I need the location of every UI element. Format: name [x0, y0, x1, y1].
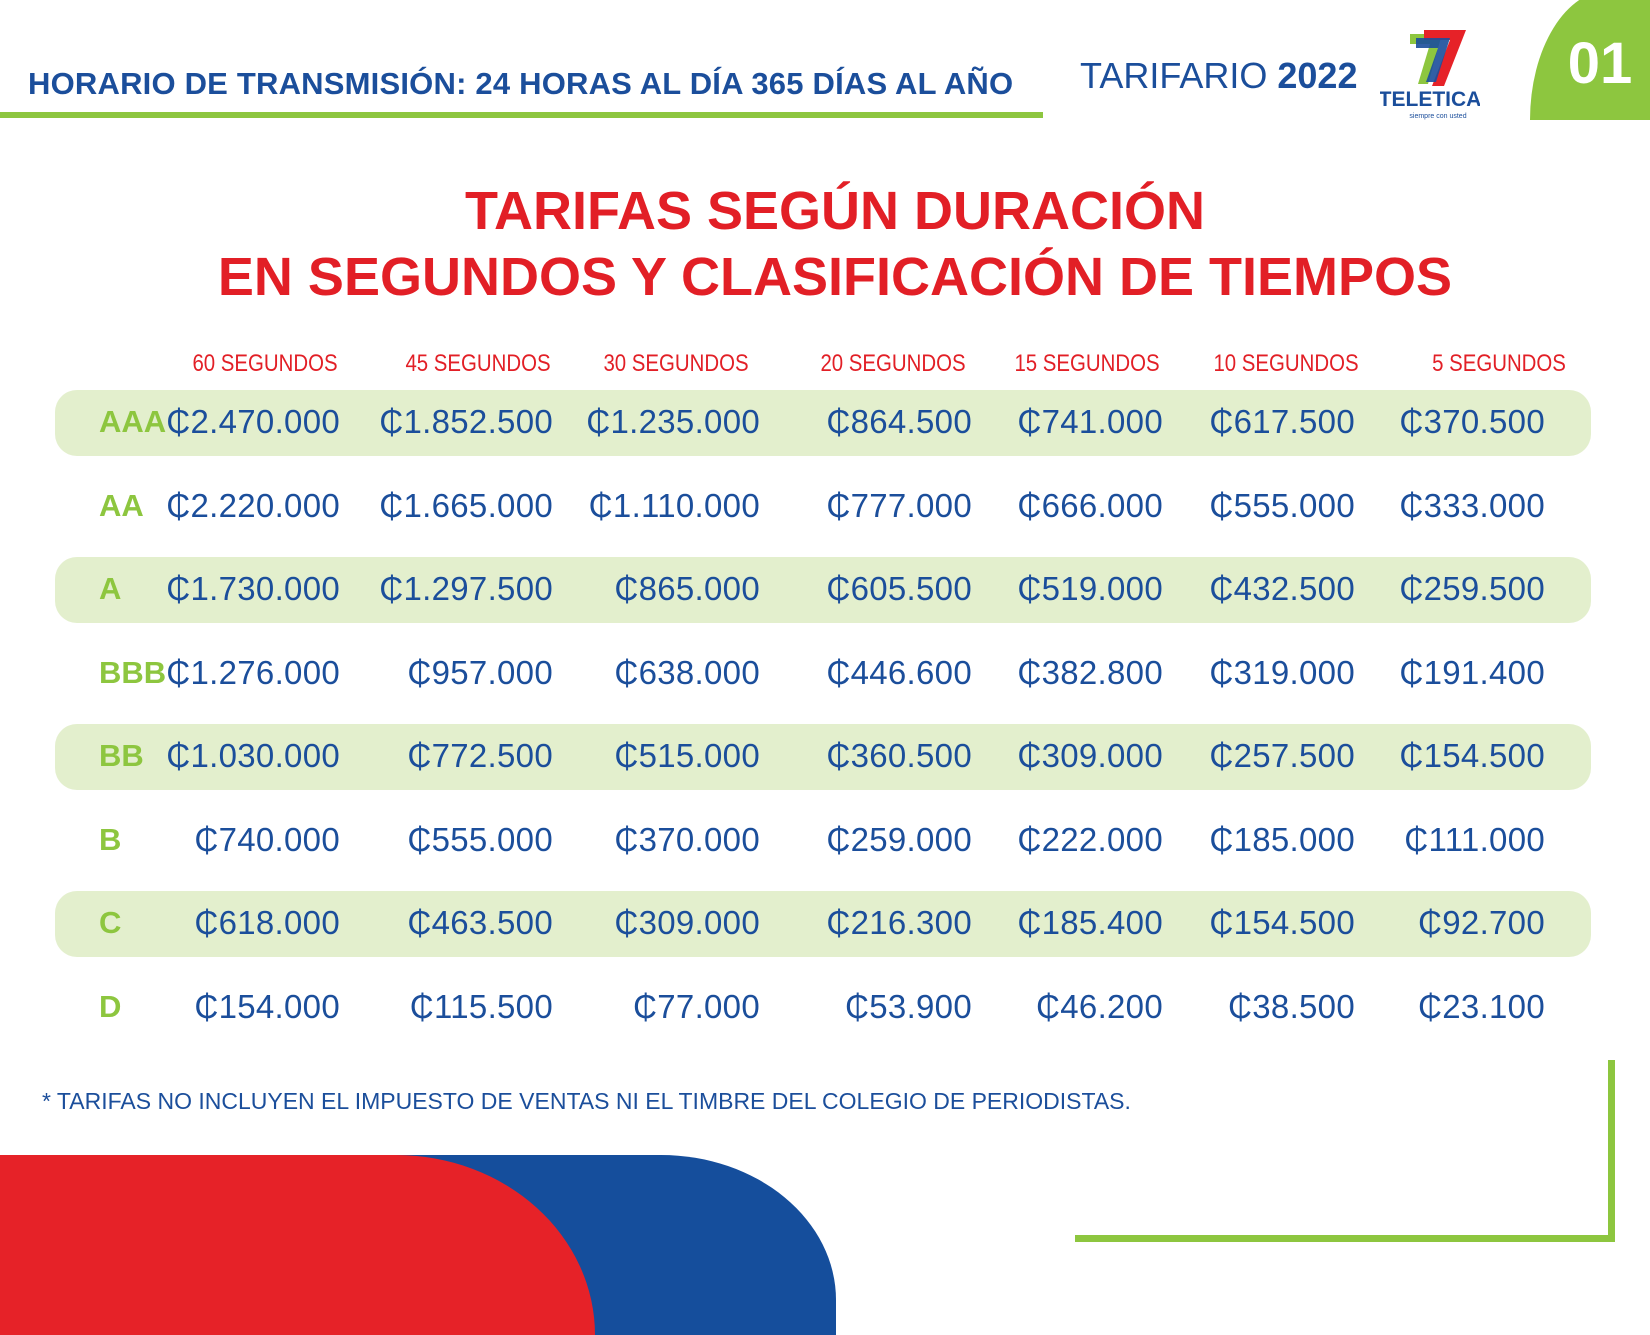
table-cell: ₵259.500 [1399, 570, 1545, 607]
row-label: B [99, 821, 122, 857]
table-cell: ₵309.000 [1017, 737, 1163, 774]
tarifario-heading: TARIFARIO 2022 [1080, 55, 1357, 97]
table-cell: ₵77.000 [633, 987, 760, 1025]
table-cell: ₵185.400 [1017, 904, 1163, 941]
row-label: AA [99, 487, 144, 523]
table-cell: ₵1.297.500 [379, 570, 553, 607]
table-cell: ₵957.000 [407, 653, 553, 691]
table-cell: ₵370.000 [614, 820, 760, 858]
page-number: 01 [1567, 31, 1633, 96]
row-band [55, 724, 1591, 790]
table-cell: ₵115.500 [409, 987, 553, 1025]
table-cell: ₵259.000 [826, 820, 972, 858]
column-header: 20 SEGUNDOS [820, 350, 966, 377]
row-label: BB [99, 738, 144, 773]
table-cell: ₵1.030.000 [166, 737, 340, 774]
row-label: BBB [99, 654, 167, 690]
column-header: 60 SEGUNDOS [192, 350, 338, 377]
table-cell: ₵772.500 [407, 737, 553, 774]
column-header: 10 SEGUNDOS [1213, 350, 1359, 377]
table-cell: ₵519.000 [1017, 570, 1163, 607]
row-band [55, 891, 1591, 957]
table-cell: ₵319.000 [1209, 653, 1355, 691]
table-cell: ₵154.500 [1399, 737, 1545, 774]
transmission-schedule-heading: HORARIO DE TRANSMISIÓN: 24 HORAS AL DÍA … [28, 66, 1014, 101]
table-cell: ₵865.000 [614, 570, 760, 607]
row-label: D [99, 988, 122, 1024]
table-cell: ₵1.665.000 [379, 486, 553, 524]
row-label: C [99, 905, 122, 940]
table-cell: ₵741.000 [1017, 403, 1163, 440]
teletica-7-icon: TELETICA siempre con usted [1379, 30, 1481, 120]
table-cell: ₵2.470.000 [166, 403, 340, 440]
logo-tagline: siempre con usted [1409, 113, 1466, 120]
table-cell: ₵360.500 [826, 737, 972, 774]
table-cell: ₵2.220.000 [166, 486, 340, 524]
table-cell: ₵463.500 [407, 904, 553, 941]
tarifario-year: 2022 [1277, 55, 1358, 96]
table-cell: ₵1.110.000 [588, 486, 760, 524]
table-cell: ₵191.400 [1399, 653, 1545, 691]
corner-bracket-horizontal [1075, 1235, 1615, 1242]
title-line-1: TARIFAS SEGÚN DURACIÓN [464, 181, 1206, 241]
table-cell: ₵309.000 [614, 904, 760, 941]
table-cell: ₵666.000 [1017, 486, 1163, 524]
table-cell: ₵555.000 [1209, 486, 1355, 524]
table-cell: ₵740.000 [194, 820, 340, 858]
table-cell: ₵222.000 [1017, 820, 1163, 858]
title-line-2: EN SEGUNDOS Y CLASIFICACIÓN DE TIEMPOS [217, 247, 1453, 307]
column-header: 5 SEGUNDOS [1432, 350, 1566, 377]
table-cell: ₵864.500 [826, 403, 972, 440]
table-cell: ₵1.730.000 [166, 570, 340, 607]
table-cell: ₵515.000 [614, 737, 760, 774]
table-cell: ₵432.500 [1209, 570, 1355, 607]
table-cell: ₵555.000 [407, 820, 553, 858]
table-cell: ₵154.500 [1209, 904, 1355, 941]
table-cell: ₵446.600 [826, 653, 972, 691]
table-cell: ₵382.800 [1017, 653, 1163, 691]
logo-name: TELETICA [1380, 88, 1480, 111]
table-cell: ₵370.500 [1399, 403, 1545, 440]
header-divider [0, 112, 1043, 118]
table-cell: ₵605.500 [826, 570, 972, 607]
column-header: 15 SEGUNDOS [1014, 350, 1160, 377]
table-cell: ₵257.500 [1209, 737, 1355, 774]
tarifario-label: TARIFARIO [1080, 55, 1268, 96]
teletica-logo: TELETICA siempre con usted [1379, 24, 1481, 124]
column-header: 45 SEGUNDOS [405, 350, 551, 377]
footnote: * TARIFAS NO INCLUYEN EL IMPUESTO DE VEN… [42, 1088, 1131, 1114]
table-cell: ₵638.000 [614, 653, 760, 691]
table-cell: ₵111.000 [1404, 820, 1545, 858]
row-label: AAA [99, 404, 167, 439]
table-cell: ₵333.000 [1399, 486, 1545, 524]
table-cell: ₵1.235.000 [586, 403, 760, 440]
table-cell: ₵216.300 [826, 904, 972, 941]
table-cell: ₵1.852.500 [379, 403, 553, 440]
table-cell: ₵617.500 [1209, 403, 1355, 440]
row-label: A [99, 571, 122, 606]
table-cell: ₵38.500 [1228, 987, 1355, 1025]
table-cell: ₵23.100 [1418, 987, 1545, 1025]
table-cell: ₵777.000 [826, 486, 972, 524]
table-cell: ₵53.900 [845, 987, 972, 1025]
table-cell: ₵154.000 [194, 987, 340, 1025]
table-cell: ₵1.276.000 [166, 653, 340, 691]
corner-bracket-vertical [1608, 1060, 1615, 1240]
row-band [55, 390, 1591, 456]
table-cell: ₵618.000 [194, 904, 340, 941]
row-band [55, 557, 1591, 623]
table-cell: ₵92.700 [1418, 904, 1545, 941]
column-header: 30 SEGUNDOS [603, 350, 749, 377]
table-cell: ₵46.200 [1036, 987, 1163, 1025]
table-cell: ₵185.000 [1209, 820, 1355, 858]
page-title: TARIFAS SEGÚN DURACIÓN EN SEGUNDOS Y CLA… [0, 178, 1650, 310]
